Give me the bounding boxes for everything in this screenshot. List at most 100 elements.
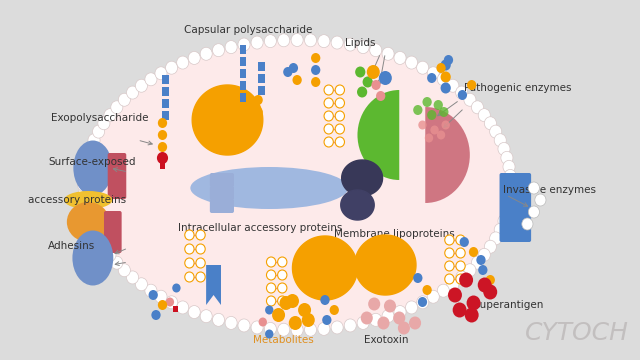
- Circle shape: [472, 101, 483, 114]
- Circle shape: [335, 124, 344, 134]
- Circle shape: [368, 297, 380, 310]
- Circle shape: [440, 72, 451, 82]
- Circle shape: [324, 98, 333, 108]
- Text: Exopolysaccharide: Exopolysaccharide: [51, 113, 148, 123]
- Ellipse shape: [64, 191, 113, 209]
- Circle shape: [77, 179, 90, 192]
- Text: Metabolites: Metabolites: [253, 335, 314, 345]
- Circle shape: [196, 272, 205, 282]
- Circle shape: [413, 105, 422, 115]
- Circle shape: [266, 270, 276, 280]
- Circle shape: [280, 296, 292, 310]
- Circle shape: [442, 121, 450, 130]
- Circle shape: [394, 306, 406, 319]
- Circle shape: [419, 121, 427, 130]
- Circle shape: [422, 285, 432, 295]
- Circle shape: [196, 258, 205, 268]
- Circle shape: [436, 63, 445, 73]
- Circle shape: [370, 313, 382, 326]
- Circle shape: [459, 273, 473, 288]
- Circle shape: [104, 248, 116, 261]
- Circle shape: [422, 97, 432, 107]
- Polygon shape: [342, 160, 383, 196]
- Circle shape: [458, 90, 467, 100]
- Circle shape: [93, 232, 104, 245]
- Circle shape: [311, 65, 321, 75]
- Circle shape: [413, 273, 422, 283]
- Circle shape: [155, 67, 167, 80]
- Circle shape: [384, 300, 396, 312]
- Circle shape: [235, 126, 244, 136]
- Circle shape: [253, 107, 263, 117]
- Circle shape: [503, 197, 515, 210]
- Circle shape: [418, 297, 427, 307]
- Text: Superantigen: Superantigen: [474, 300, 544, 310]
- Circle shape: [417, 61, 429, 74]
- Circle shape: [355, 67, 365, 77]
- Circle shape: [278, 257, 287, 267]
- Circle shape: [476, 255, 486, 265]
- Circle shape: [382, 47, 394, 60]
- Circle shape: [196, 244, 205, 254]
- Circle shape: [370, 44, 382, 57]
- Circle shape: [439, 107, 449, 117]
- Circle shape: [324, 137, 333, 147]
- FancyBboxPatch shape: [210, 186, 234, 200]
- Polygon shape: [340, 190, 374, 220]
- FancyBboxPatch shape: [210, 199, 234, 213]
- Circle shape: [504, 170, 516, 183]
- Circle shape: [357, 316, 369, 329]
- FancyBboxPatch shape: [163, 111, 169, 120]
- Circle shape: [379, 71, 392, 85]
- Circle shape: [322, 315, 332, 325]
- Circle shape: [177, 56, 189, 69]
- Circle shape: [166, 296, 178, 309]
- Circle shape: [428, 290, 439, 303]
- Circle shape: [331, 36, 343, 49]
- FancyBboxPatch shape: [173, 306, 179, 312]
- FancyBboxPatch shape: [258, 74, 264, 83]
- Circle shape: [529, 206, 540, 218]
- Circle shape: [335, 98, 344, 108]
- Text: Invasive enzymes: Invasive enzymes: [503, 185, 596, 195]
- Circle shape: [437, 73, 449, 86]
- Circle shape: [212, 313, 225, 326]
- Circle shape: [235, 102, 244, 112]
- Circle shape: [81, 151, 93, 164]
- Ellipse shape: [72, 230, 113, 285]
- Circle shape: [501, 206, 513, 219]
- Circle shape: [505, 179, 516, 192]
- Circle shape: [291, 33, 303, 46]
- Circle shape: [467, 296, 481, 310]
- Circle shape: [148, 290, 158, 300]
- Circle shape: [363, 77, 372, 87]
- Circle shape: [265, 306, 273, 315]
- Circle shape: [483, 284, 497, 300]
- Circle shape: [311, 53, 321, 63]
- Circle shape: [324, 124, 333, 134]
- Circle shape: [444, 55, 453, 65]
- Circle shape: [494, 134, 506, 147]
- Polygon shape: [206, 265, 221, 305]
- Circle shape: [111, 101, 123, 114]
- Circle shape: [158, 130, 167, 140]
- Circle shape: [393, 311, 405, 324]
- Circle shape: [212, 44, 225, 57]
- Circle shape: [465, 307, 479, 323]
- Circle shape: [235, 114, 244, 124]
- Circle shape: [478, 248, 490, 261]
- Circle shape: [378, 316, 390, 329]
- Circle shape: [445, 261, 454, 271]
- FancyBboxPatch shape: [108, 153, 126, 199]
- Circle shape: [88, 223, 100, 236]
- Circle shape: [166, 297, 174, 306]
- Circle shape: [445, 274, 454, 284]
- Circle shape: [357, 86, 367, 98]
- Circle shape: [464, 93, 476, 106]
- Circle shape: [456, 86, 468, 99]
- Circle shape: [456, 274, 465, 284]
- Circle shape: [266, 296, 276, 306]
- Circle shape: [278, 283, 287, 293]
- Circle shape: [477, 278, 492, 292]
- Circle shape: [318, 35, 330, 48]
